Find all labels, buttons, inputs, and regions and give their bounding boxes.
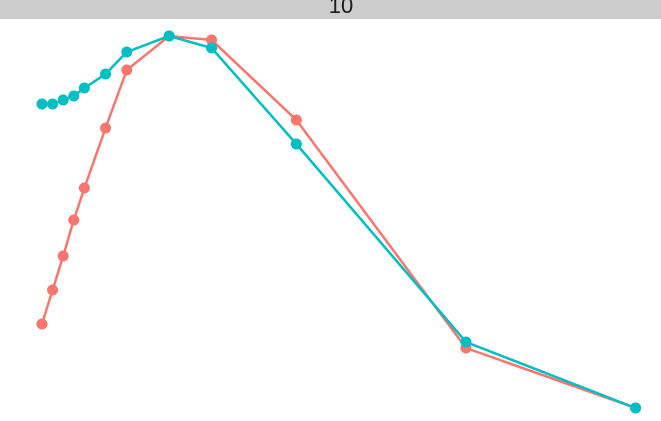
data-point [290,114,302,126]
data-point [78,82,90,94]
data-point [206,34,218,46]
data-point [163,30,175,42]
data-point [57,250,69,262]
data-point [36,98,48,110]
series-line [41,34,637,410]
data-point [100,68,112,80]
data-point [121,64,133,76]
data-point [47,98,59,110]
data-point [36,318,48,330]
data-point [68,214,80,226]
series-line [40,34,636,410]
facet-label: 10 [329,0,353,18]
facet-strip [0,0,661,19]
data-point [78,182,90,194]
data-point [47,284,59,296]
data-point [100,122,112,134]
data-point [460,336,472,348]
data-point [57,94,69,106]
data-point [290,138,302,150]
data-point [121,46,133,58]
data-point [68,90,80,102]
data-point [630,402,642,414]
data-point [206,42,218,54]
